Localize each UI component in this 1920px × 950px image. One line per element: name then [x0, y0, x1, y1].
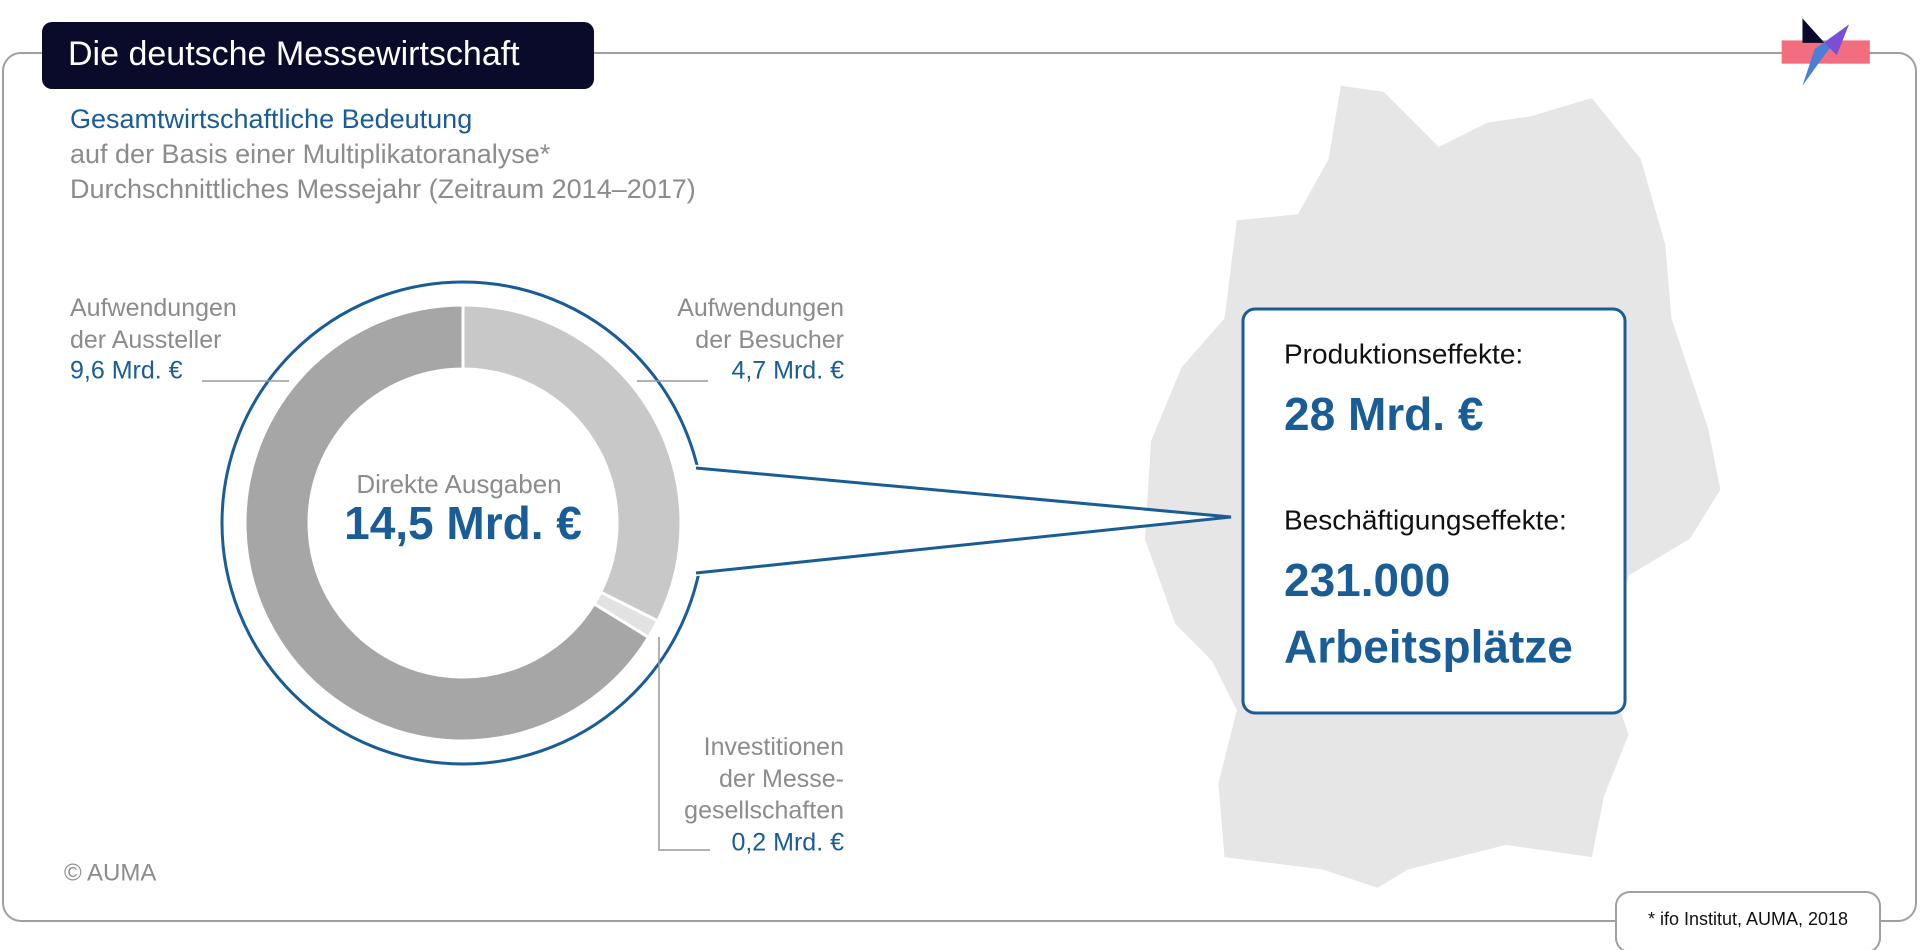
- note: auf der Basis einer Multiplikatoranalyse…: [70, 139, 551, 169]
- effects-box: [1241, 307, 1627, 715]
- effect-value: 28 Mrd. €: [1284, 388, 1483, 440]
- title-box: [42, 22, 594, 89]
- callout-fill: [688, 464, 1231, 577]
- frame: [2, 52, 1917, 922]
- center-value: 14,5 Mrd. €: [344, 497, 582, 549]
- donut-segment: [243, 303, 651, 743]
- center-label: Direkte Ausgaben: [356, 469, 561, 499]
- value-label: 0,2 Mrd. €: [731, 829, 844, 857]
- effect-label: Beschäftigungseffekte:: [1284, 504, 1567, 535]
- chart-title: Die deutsche Messewirtschaft: [68, 35, 520, 73]
- category-label: Investitionen der Messe-gesellschaften: [684, 733, 844, 825]
- donut-segment: [461, 303, 683, 623]
- value-label: 9,6 Mrd. €: [70, 357, 183, 385]
- category-label: Aufwendungen der Aussteller: [70, 294, 237, 354]
- value-label: 4,7 Mrd. €: [731, 357, 844, 385]
- logo-dark: [1802, 18, 1825, 43]
- effect-value: 231.000 Arbeitsplätze: [1284, 554, 1573, 673]
- logo-violet: [1824, 24, 1849, 56]
- donut: [243, 303, 683, 743]
- source-box: [1615, 891, 1881, 950]
- category-label: Aufwendungen der Besucher: [677, 294, 844, 354]
- leader-line: [658, 637, 710, 851]
- copyright: © AUMA: [64, 859, 156, 886]
- subtitle: Gesamtwirtschaftliche Bedeutung: [70, 104, 472, 134]
- effect-label: Produktionseffekte:: [1284, 338, 1523, 369]
- note: Durchschnittliches Messejahr (Zeitraum 2…: [70, 174, 696, 204]
- source: * ifo Institut, AUMA, 2018: [1648, 909, 1848, 929]
- callout-line: [695, 466, 1232, 575]
